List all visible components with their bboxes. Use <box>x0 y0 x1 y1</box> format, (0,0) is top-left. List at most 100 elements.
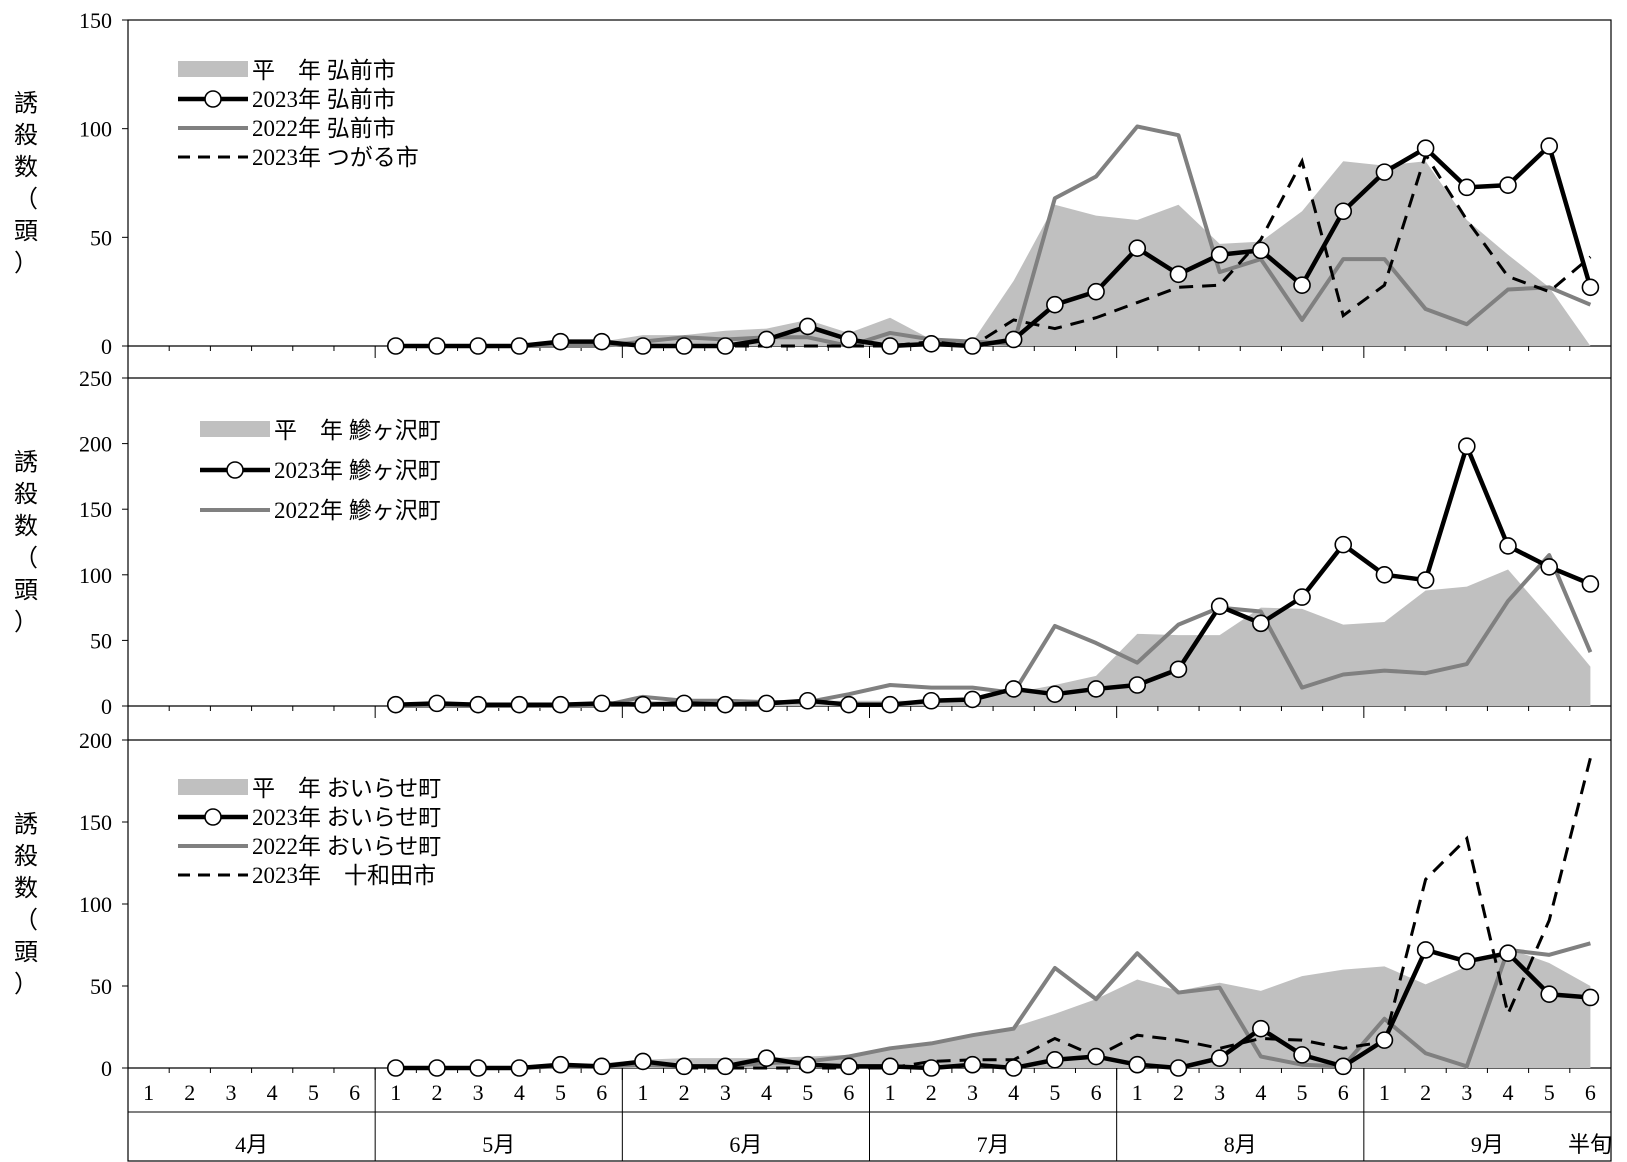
normal-year-area <box>395 161 1591 346</box>
data-point-marker <box>1375 1031 1394 1049</box>
y-axis-label-char: 頭 <box>14 940 38 966</box>
data-point-marker <box>963 337 982 355</box>
data-point-marker <box>386 337 405 355</box>
data-point-marker <box>592 1057 611 1076</box>
data-point-marker <box>1004 1059 1023 1077</box>
period-label: 5 <box>1297 1080 1308 1105</box>
data-point-marker <box>798 1055 817 1074</box>
y-tick-label: 0 <box>101 1056 112 1081</box>
y-axis-label-char: 誘 <box>14 449 38 476</box>
legend-label: 2022年 弘前市 <box>252 116 396 141</box>
month-label: 7月 <box>977 1132 1010 1157</box>
data-point-marker <box>1004 330 1023 349</box>
data-point-marker <box>428 337 446 355</box>
data-point-marker <box>675 337 693 355</box>
month-label: 4月 <box>235 1132 268 1157</box>
y-axis-label-char: ） <box>14 972 38 998</box>
series-dashed-line <box>642 151 1592 348</box>
data-point-marker <box>634 1052 652 1071</box>
data-point-marker <box>1375 565 1394 584</box>
chart-panel-3: 0 50 100 150 200 誘殺数 （ 頭 ） 平 年 おいらせ町 2023年 おいらせ町 20… <box>14 728 1612 1081</box>
data-point-marker <box>1169 265 1188 284</box>
y-tick-label: 50 <box>90 974 112 999</box>
y-axis-label-char: （ <box>14 187 38 213</box>
y-tick-label: 100 <box>79 892 112 917</box>
data-point-marker <box>798 317 817 336</box>
data-point-marker <box>1046 685 1064 703</box>
legend-label: 2023年 十和田市 <box>252 863 436 888</box>
legend-swatch-marker <box>204 808 222 826</box>
legend-swatch-marker <box>226 461 244 479</box>
legend-label: 2023年 つがる市 <box>252 145 419 170</box>
y-axis-label-char: 頭 <box>14 219 38 245</box>
y-axis-label-char: （ <box>14 546 38 572</box>
data-point-marker <box>551 332 570 351</box>
y-tick-label: 50 <box>90 628 112 653</box>
data-point-marker <box>386 1059 405 1077</box>
legend-label: 2023年 おいらせ町 <box>252 805 441 830</box>
y-axis-label-char: 頭 <box>14 578 38 604</box>
legend-label: 2022年 おいらせ町 <box>252 834 441 859</box>
chart-panel-2: 0 50 100 150 200 250 誘殺数 （ 頭 ） 平 年 鰺ヶ沢町 2023年 鰺ヶ沢町 2… <box>14 366 1612 719</box>
data-point-marker <box>1046 295 1064 314</box>
period-label: 4 <box>514 1080 525 1105</box>
period-label: 5 <box>802 1080 813 1105</box>
data-point-marker <box>881 695 899 714</box>
chart-panel-1: 0 50 100 150 誘殺数 （ 頭 ） 平 年 弘前市 2023年 弘前市 2022年 弘前市… <box>14 8 1612 359</box>
legend-swatch-area <box>178 779 248 795</box>
period-label: 4 <box>1503 1080 1514 1105</box>
data-point-marker <box>1210 597 1229 616</box>
period-label: 1 <box>1132 1080 1143 1105</box>
data-point-marker <box>922 335 941 353</box>
data-point-marker <box>1499 944 1517 963</box>
y-axis-label-char: 数 <box>14 154 38 181</box>
data-point-marker <box>1581 278 1600 297</box>
data-point-marker <box>716 1057 735 1076</box>
legend-swatch-area <box>178 61 248 77</box>
data-point-marker <box>1458 437 1476 456</box>
y-axis-label-char: 誘 <box>14 811 38 838</box>
data-point-marker <box>1293 276 1311 294</box>
period-label: 6 <box>349 1080 360 1105</box>
data-point-marker <box>592 332 611 351</box>
period-label: 1 <box>637 1080 648 1105</box>
data-point-marker <box>1087 282 1105 301</box>
period-label: 6 <box>1585 1080 1596 1105</box>
y-tick-label: 150 <box>79 810 112 835</box>
data-point-marker <box>1293 1046 1311 1064</box>
month-label: 6月 <box>729 1132 762 1157</box>
data-point-marker <box>510 337 529 355</box>
period-label: 2 <box>1420 1080 1431 1105</box>
period-label: 4 <box>761 1080 772 1105</box>
data-point-marker <box>1252 614 1270 633</box>
normal-year-area <box>395 569 1591 706</box>
data-point-marker <box>1252 1019 1270 1038</box>
period-label: 6 <box>1091 1080 1102 1105</box>
data-point-marker <box>551 695 570 714</box>
normal-year-area <box>395 948 1591 1068</box>
data-point-marker <box>1499 176 1517 194</box>
data-point-marker <box>510 695 529 714</box>
period-label: 5 <box>555 1080 566 1105</box>
data-point-marker <box>1540 985 1559 1004</box>
y-tick-label: 50 <box>90 225 112 250</box>
data-point-marker <box>757 694 776 713</box>
data-point-marker <box>1458 952 1476 971</box>
data-point-marker <box>428 1059 446 1077</box>
y-tick-label: 0 <box>101 694 112 719</box>
data-point-marker <box>1252 241 1270 260</box>
y-tick-label: 150 <box>79 497 112 522</box>
data-point-marker <box>386 695 405 714</box>
data-point-marker <box>1416 571 1435 589</box>
y-tick-label: 200 <box>79 432 112 457</box>
period-label: 1 <box>143 1080 154 1105</box>
period-label: 1 <box>390 1080 401 1105</box>
data-point-marker <box>675 694 693 713</box>
month-label: 5月 <box>482 1132 515 1157</box>
y-axis-label-char: 殺 <box>14 122 38 149</box>
period-label: 2 <box>1173 1080 1184 1105</box>
data-point-marker <box>840 1057 858 1076</box>
legend-label: 2023年 鰺ヶ沢町 <box>274 458 441 483</box>
period-label: 5 <box>1544 1080 1555 1105</box>
